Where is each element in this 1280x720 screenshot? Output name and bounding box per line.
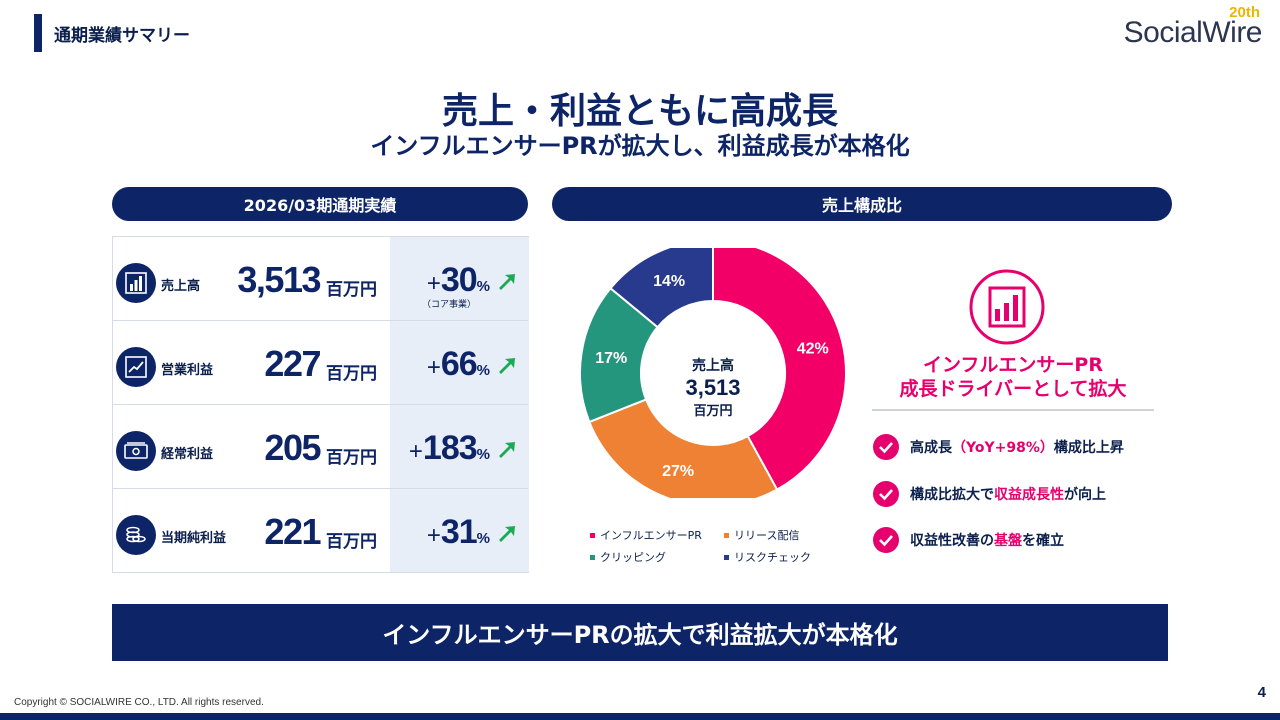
kpi-value: 3,513 xyxy=(237,259,321,300)
growth-value: 31 xyxy=(440,513,478,551)
point-text: 高成長 xyxy=(910,440,952,456)
kpi-growth: +30% xyxy=(427,261,490,300)
kpi-value: 227 xyxy=(264,343,321,384)
point-text: 収益性改善の xyxy=(910,533,994,549)
kpi-row-net-income: 当期純利益 221 百万円 +31% xyxy=(113,489,528,573)
legend-item: クリッピング xyxy=(590,549,666,565)
footer-bar xyxy=(0,713,1280,720)
growth-value: 183 xyxy=(422,429,478,467)
driver-point: 構成比拡大で 収益成長性 が向上 xyxy=(872,480,1106,508)
point-text: 構成比上昇 xyxy=(1053,440,1124,456)
logo-anniversary: 20th xyxy=(1229,4,1260,21)
legend-swatch xyxy=(590,532,595,538)
kpi-unit: 百万円 xyxy=(326,280,377,300)
kpi-unit: 百万円 xyxy=(326,364,377,384)
donut-center-value: 3,513 xyxy=(685,375,740,400)
donut-center-unit: 百万円 xyxy=(693,404,732,419)
kpi-label: 売上高 xyxy=(161,279,201,294)
page-number: 4 xyxy=(1257,684,1266,701)
donut-center-label: 売上高 xyxy=(692,357,734,374)
legend-swatch xyxy=(590,554,595,560)
growth-driver-title: インフルエンサーPR 成長ドライバーとして拡大 xyxy=(872,353,1154,401)
kpi-value: 205 xyxy=(264,427,321,468)
composition-panel-title: 売上構成比 xyxy=(552,187,1172,221)
growth-value: 66 xyxy=(440,345,478,383)
growth-sign: + xyxy=(408,438,423,465)
growth-driver-title-line2: 成長ドライバーとして拡大 xyxy=(899,378,1127,400)
growth-sign: + xyxy=(426,522,441,549)
legend-swatch xyxy=(724,532,729,538)
point-highlight: （YoY+98%） xyxy=(952,440,1054,456)
kpi-row-operating-profit: 営業利益 227 百万円 +66% xyxy=(113,321,528,405)
kpi-growth: +31% xyxy=(427,513,490,552)
kpi-growth: +183% xyxy=(409,429,490,468)
driver-point: 収益性改善の 基盤 を確立 xyxy=(872,526,1064,554)
driver-point: 高成長 （YoY+98%） 構成比上昇 xyxy=(872,433,1124,461)
kpi-unit: 百万円 xyxy=(326,448,377,468)
check-circle-icon xyxy=(873,527,899,553)
legend-label: インフルエンサーPR xyxy=(600,529,702,542)
up-arrow-icon xyxy=(499,274,515,290)
legend-item: リスクチェック xyxy=(724,549,811,565)
kpi-growth: +66% xyxy=(427,345,490,384)
conclusion-banner: インフルエンサーPRの拡大で利益拡大が本格化 xyxy=(112,604,1168,661)
donut-slice xyxy=(588,398,779,498)
point-text: が向上 xyxy=(1064,487,1106,503)
donut-slice xyxy=(712,248,847,491)
sales-composition-donut-chart: 42% 27% 17% 14% 売上高 3,513 百万円 xyxy=(579,248,847,498)
section-label-text: 通期業績サマリー xyxy=(54,25,190,46)
section-label: 通期業績サマリー xyxy=(34,14,190,52)
logo-brand: SocialWire xyxy=(1123,16,1263,49)
legend-label: リスクチェック xyxy=(734,551,811,564)
donut-data-label: 27% xyxy=(662,463,694,480)
donut-data-label: 17% xyxy=(595,350,627,367)
subheadline: インフルエンサーPRが拡大し、利益成長が本格化 xyxy=(370,132,910,160)
legend-item: リリース配信 xyxy=(724,527,799,543)
point-highlight: 基盤 xyxy=(994,533,1022,549)
donut-data-label: 42% xyxy=(797,340,829,357)
up-arrow-icon xyxy=(499,358,515,374)
company-logo: 20th SocialWire xyxy=(1112,4,1263,50)
kpi-label: 営業利益 xyxy=(161,363,214,378)
point-text: 構成比拡大で xyxy=(910,487,994,503)
growth-sign: + xyxy=(426,270,441,297)
growth-value: 30 xyxy=(440,261,478,299)
results-panel-title: 2026/03期通期実績 xyxy=(112,187,528,221)
donut-slice xyxy=(609,248,714,329)
bar-chart-circle-icon xyxy=(969,269,1045,345)
coins-icon xyxy=(116,515,156,555)
kpi-note: （コア事業） xyxy=(422,300,477,310)
legend-label: クリッピング xyxy=(600,551,666,564)
legend-label: リリース配信 xyxy=(734,529,800,542)
kpi-table: 売上高 3,513 百万円 +30% （コア事業） 営業利益 227 百万円 +… xyxy=(112,236,529,573)
copyright: Copyright © SOCIALWIRE CO., LTD. All rig… xyxy=(14,697,264,708)
check-circle-icon xyxy=(873,434,899,460)
donut-data-label: 14% xyxy=(653,273,685,290)
banknote-icon xyxy=(116,431,156,471)
growth-driver-title-line1: インフルエンサーPR xyxy=(923,354,1103,376)
bar-chart-icon xyxy=(116,263,156,303)
growth-unit: % xyxy=(476,278,490,295)
section-label-bar xyxy=(34,14,42,52)
growth-unit: % xyxy=(476,530,490,547)
line-chart-icon xyxy=(116,347,156,387)
divider xyxy=(872,409,1154,411)
up-arrow-icon xyxy=(499,442,515,458)
growth-unit: % xyxy=(476,446,490,463)
kpi-value: 221 xyxy=(264,511,321,552)
point-text: を確立 xyxy=(1022,533,1064,549)
point-highlight: 収益成長性 xyxy=(994,487,1064,503)
kpi-label: 当期純利益 xyxy=(161,531,227,546)
legend-item: インフルエンサーPR xyxy=(590,527,702,543)
check-circle-icon xyxy=(873,481,899,507)
up-arrow-icon xyxy=(499,526,515,542)
kpi-row-sales: 売上高 3,513 百万円 +30% （コア事業） xyxy=(113,237,528,321)
kpi-row-ordinary-profit: 経常利益 205 百万円 +183% xyxy=(113,405,528,489)
kpi-unit: 百万円 xyxy=(326,532,377,552)
legend-swatch xyxy=(724,554,729,560)
growth-sign: + xyxy=(426,354,441,381)
headline: 売上・利益ともに高成長 xyxy=(441,91,838,132)
kpi-label: 経常利益 xyxy=(161,447,214,462)
growth-unit: % xyxy=(476,362,490,379)
